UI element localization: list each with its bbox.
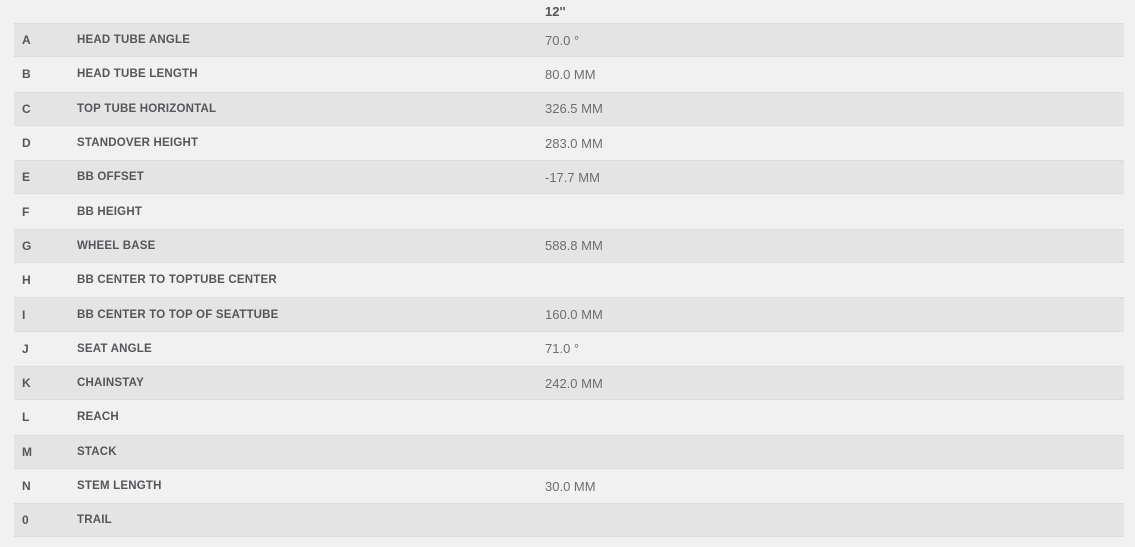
size-column-header: 12'' (545, 4, 566, 19)
row-value: 160.0 MM (545, 307, 603, 323)
row-value: 588.8 MM (545, 238, 603, 254)
row-value: 80.0 MM (545, 66, 596, 82)
spec-row: F BB HEIGHT (14, 194, 1124, 228)
table-header-row: 12'' (14, 0, 1124, 23)
row-letter: I (22, 307, 26, 322)
row-label: STACK (77, 445, 117, 458)
row-letter: N (22, 479, 31, 493)
row-label: CHAINSTAY (77, 377, 144, 390)
spec-row: 0 TRAIL (14, 503, 1124, 538)
row-letter: M (22, 444, 32, 459)
row-value: 30.0 MM (545, 478, 596, 494)
row-label: HEAD TUBE ANGLE (77, 34, 191, 47)
spec-row: E BB OFFSET -17.7 MM (14, 160, 1124, 195)
spec-row: M STACK (14, 434, 1124, 469)
row-value: 283.0 MM (545, 135, 603, 151)
row-letter: 0 (22, 513, 29, 528)
spec-row: H BB CENTER TO TOPTUBE CENTER (14, 263, 1124, 297)
spec-row: C TOP TUBE HORIZONTAL 326.5 MM (14, 91, 1124, 126)
spec-row: B HEAD TUBE LENGTH 80.0 MM (14, 57, 1124, 91)
row-label: BB OFFSET (77, 171, 144, 184)
row-value: 242.0 MM (545, 375, 603, 391)
spec-row: I BB CENTER TO TOP OF SEATTUBE 160.0 MM (14, 297, 1124, 332)
row-letter: C (22, 101, 31, 116)
row-label: REACH (77, 411, 119, 424)
spec-row: G WHEEL BASE 588.8 MM (14, 228, 1124, 264)
row-label: WHEEL BASE (77, 239, 156, 252)
row-label: TRAIL (77, 514, 112, 527)
row-label: BB CENTER TO TOPTUBE CENTER (77, 274, 277, 287)
spec-row: D STANDOVER HEIGHT 283.0 MM (14, 126, 1124, 160)
row-value: -17.7 MM (545, 169, 600, 185)
spec-row: A HEAD TUBE ANGLE 70.0 ° (14, 23, 1124, 58)
row-label: STANDOVER HEIGHT (77, 137, 199, 150)
row-value: 71.0 ° (545, 341, 580, 357)
row-value: 70.0 ° (545, 32, 580, 48)
row-letter: J (22, 341, 29, 356)
row-letter: A (22, 33, 31, 48)
row-value: 326.5 MM (545, 101, 603, 117)
row-letter: H (22, 273, 31, 288)
row-letter: G (22, 238, 32, 253)
geometry-spec-table: 12'' A HEAD TUBE ANGLE 70.0 ° B HEAD TUB… (14, 0, 1124, 538)
row-label: STEM LENGTH (77, 480, 162, 492)
row-letter: E (22, 170, 31, 185)
row-label: SEAT ANGLE (77, 342, 152, 355)
row-letter: F (22, 204, 30, 219)
table-body: A HEAD TUBE ANGLE 70.0 ° B HEAD TUBE LEN… (14, 23, 1124, 538)
row-label: BB HEIGHT (77, 205, 143, 218)
row-label: BB CENTER TO TOP OF SEATTUBE (77, 308, 279, 321)
spec-row: J SEAT ANGLE 71.0 ° (14, 332, 1124, 366)
row-letter: K (22, 376, 31, 391)
row-letter: B (22, 67, 31, 82)
row-label: HEAD TUBE LENGTH (77, 68, 198, 81)
spec-row: K CHAINSTAY 242.0 MM (14, 365, 1124, 401)
spec-row: N STEM LENGTH 30.0 MM (14, 469, 1124, 503)
row-label: TOP TUBE HORIZONTAL (77, 102, 217, 115)
row-letter: L (22, 410, 30, 425)
spec-row: L REACH (14, 400, 1124, 434)
row-letter: D (22, 136, 31, 151)
